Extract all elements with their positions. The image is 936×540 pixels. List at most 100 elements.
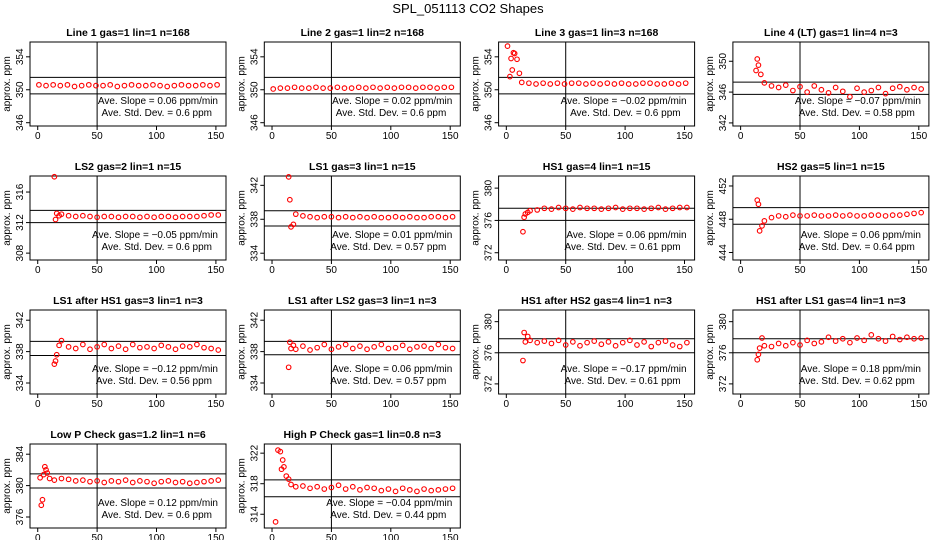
- y-tick-label: 380: [15, 477, 26, 494]
- y-tick-label: 444: [718, 244, 729, 261]
- point: [185, 82, 192, 89]
- point: [782, 342, 789, 349]
- x-tick-label: 100: [382, 265, 399, 276]
- annotation: Ave. Std. Dev. = 0.6 ppm: [101, 108, 212, 119]
- y-tick-label: 350: [249, 81, 260, 98]
- point: [611, 81, 618, 87]
- point: [385, 345, 392, 352]
- point: [93, 82, 99, 89]
- point: [321, 213, 328, 220]
- point: [427, 84, 433, 91]
- point: [847, 93, 853, 100]
- x-tick-label: 50: [794, 131, 806, 142]
- annotation: Ave. Std. Dev. = 0.61 ppm: [565, 376, 681, 387]
- point: [384, 84, 391, 91]
- point: [137, 344, 143, 351]
- point: [37, 474, 43, 481]
- y-tick-label: 346: [484, 114, 495, 131]
- point: [53, 351, 60, 358]
- point: [286, 196, 293, 203]
- point: [385, 214, 392, 221]
- y-tick-label: 334: [15, 374, 26, 391]
- point: [277, 448, 284, 455]
- point: [370, 84, 376, 91]
- point: [392, 344, 399, 351]
- point: [129, 479, 136, 486]
- point: [428, 213, 435, 220]
- x-tick-label: 150: [676, 265, 693, 276]
- point: [87, 346, 93, 353]
- point: [172, 479, 179, 486]
- annotation: Ave. Slope = 0.06 ppm/min: [98, 96, 218, 107]
- x-tick-label: 0: [35, 131, 41, 142]
- point: [314, 344, 321, 351]
- point: [583, 81, 589, 87]
- point: [669, 205, 676, 212]
- y-tick-label: 354: [15, 48, 26, 65]
- y-tick-label: 342: [249, 311, 260, 328]
- point: [290, 221, 297, 228]
- y-tick-label: 334: [249, 374, 260, 391]
- y-axis-label: approx. ppm: [236, 458, 247, 514]
- point: [307, 213, 313, 220]
- point: [414, 344, 420, 350]
- point: [577, 204, 583, 211]
- y-tick-label: 312: [15, 214, 26, 231]
- y-axis-label: approx. ppm: [705, 324, 716, 380]
- x-tick-label: 50: [560, 131, 572, 142]
- point: [51, 477, 58, 483]
- point: [300, 343, 306, 349]
- point: [818, 339, 825, 345]
- y-axis-label: approx. ppm: [2, 190, 13, 246]
- point: [108, 478, 115, 484]
- panel-title: HS2 gas=5 lin=1 n=15: [777, 161, 885, 173]
- point: [405, 84, 412, 91]
- point: [435, 486, 442, 493]
- point: [598, 341, 605, 348]
- point: [554, 80, 561, 87]
- point: [349, 345, 356, 352]
- point: [51, 361, 58, 368]
- point: [392, 488, 399, 495]
- point: [619, 339, 626, 346]
- point: [684, 204, 690, 211]
- x-tick-label: 150: [208, 399, 225, 410]
- x-tick-label: 0: [35, 399, 41, 410]
- point: [676, 204, 683, 211]
- annotation: Ave. Slope = 0.06 ppm/min: [566, 230, 686, 241]
- point: [632, 81, 639, 87]
- point: [428, 487, 435, 494]
- point: [508, 55, 514, 62]
- point: [101, 479, 108, 486]
- plot-frame: [29, 41, 227, 127]
- point: [561, 81, 568, 87]
- point: [662, 206, 669, 212]
- point: [357, 343, 363, 349]
- point: [285, 476, 292, 482]
- point: [65, 344, 72, 350]
- point: [882, 213, 889, 219]
- point: [85, 81, 92, 88]
- point: [768, 343, 775, 350]
- annotation: Ave. Std. Dev. = 0.57 ppm: [330, 376, 446, 387]
- point: [291, 84, 298, 91]
- point: [207, 82, 213, 89]
- y-tick-label: 322: [249, 444, 260, 461]
- y-tick-label: 376: [484, 344, 495, 361]
- plot-frame: [732, 175, 930, 261]
- point: [122, 346, 129, 353]
- point: [904, 334, 910, 341]
- point: [590, 80, 596, 87]
- y-tick-label: 380: [484, 313, 495, 330]
- point: [385, 486, 392, 492]
- x-tick-label: 50: [560, 399, 572, 410]
- y-axis-label: approx. ppm: [236, 324, 247, 380]
- annotation: Ave. Slope = −0.05 ppm/min: [92, 230, 218, 241]
- point: [307, 485, 313, 492]
- point: [179, 343, 186, 349]
- point: [605, 339, 612, 345]
- point: [861, 213, 868, 219]
- point: [364, 484, 370, 491]
- x-tick-label: 50: [92, 265, 104, 276]
- point: [314, 214, 321, 221]
